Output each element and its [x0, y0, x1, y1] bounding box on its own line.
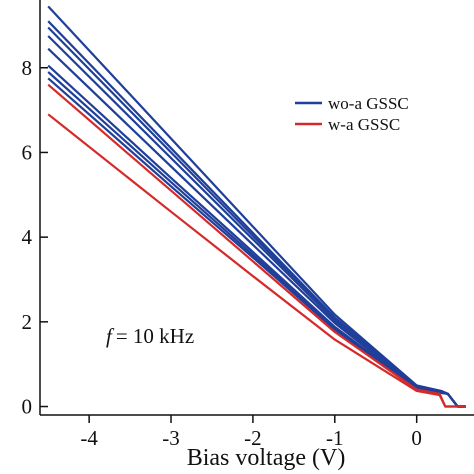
x-tick-label: -4: [80, 426, 98, 450]
x-axis-title: Bias voltage (V): [187, 445, 346, 471]
series-layer: [47, 5, 466, 408]
legend-label-wo-a: wo-a GSSC: [328, 94, 409, 113]
series-line-10: [47, 113, 466, 408]
x-tick-label: -2: [244, 426, 262, 450]
frequency-annotation: f = 10 kHz: [106, 324, 194, 348]
y-tick-label: 6: [22, 140, 33, 164]
frequency-symbol: f: [106, 324, 115, 348]
legend-label-w-a: w-a GSSC: [328, 115, 400, 134]
x-tick-label: 0: [411, 426, 422, 450]
y-tick-label: 4: [22, 225, 33, 249]
y-tick-label: 0: [22, 395, 33, 419]
y-tick-label: 2: [22, 310, 33, 334]
y-ticks: 0 2 4 6 8: [22, 56, 48, 419]
x-ticks: -4 -3 -2 -1 0: [80, 415, 422, 450]
x-tick-label: -1: [326, 426, 344, 450]
frequency-value: = 10 kHz: [116, 324, 194, 348]
legend: wo-a GSSC w-a GSSC: [295, 94, 409, 134]
y-tick-label: 8: [22, 56, 33, 80]
x-tick-label: -3: [162, 426, 180, 450]
plot-area: [40, 0, 474, 415]
